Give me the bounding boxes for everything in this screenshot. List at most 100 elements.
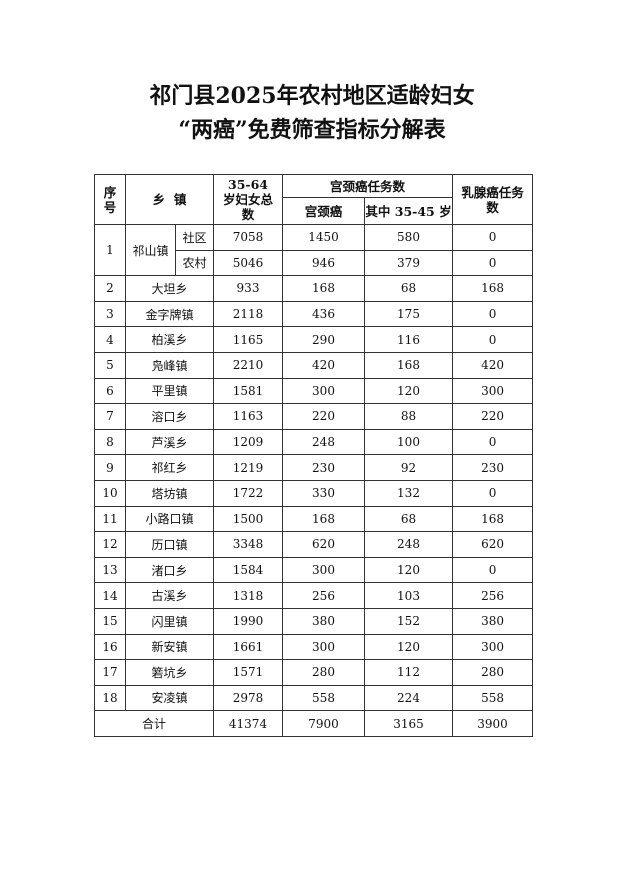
cell-seq: 9 — [94, 454, 126, 481]
cell-cervical: 300 — [282, 377, 365, 405]
table-row: 3 金字牌镇 2118 436 175 0 — [94, 300, 534, 328]
table-row: 16 新安镇 1661 300 120 300 — [94, 633, 534, 661]
cell-total: 1571 — [213, 659, 283, 686]
cell-seq: 5 — [94, 351, 126, 379]
cell-total: 1163 — [213, 403, 283, 430]
table-row: 5 凫峰镇 2210 420 168 420 — [94, 351, 534, 379]
cell-cervical-35-45: 92 — [363, 454, 454, 481]
cell-breast: 280 — [452, 659, 534, 686]
cell-cervical-35-45: 100 — [363, 428, 454, 456]
cell-town: 安凌镇 — [125, 684, 214, 712]
cell-breast: 300 — [452, 633, 534, 661]
cell-seq: 11 — [94, 505, 126, 533]
cell-town: 祁红乡 — [125, 454, 214, 481]
cell-cervical: 1450 — [282, 224, 365, 251]
cell-total-label: 合计 — [94, 710, 214, 737]
cell-seq: 14 — [94, 582, 126, 609]
cell-cervical: 330 — [282, 479, 365, 507]
cell-cervical-35-45: 88 — [363, 403, 454, 430]
cell-town: 芦溪乡 — [125, 428, 214, 456]
table-row: 1 祁山镇 社区 7058 1450 580 0 — [94, 223, 534, 277]
cell-breast: 300 — [452, 377, 534, 405]
cell-cervical-35-45: 103 — [363, 582, 454, 609]
table-row: 6 平里镇 1581 300 120 300 — [94, 377, 534, 405]
cell-seq: 3 — [94, 300, 126, 328]
cell-cervical: 946 — [282, 249, 365, 277]
cell-cervical-35-45: 580 — [363, 224, 454, 251]
cell-total: 2978 — [213, 684, 283, 712]
table-body: 1 祁山镇 社区 7058 1450 580 0 农村 5046 946 379… — [94, 223, 534, 737]
table-row: 2 大坦乡 933 168 68 168 — [94, 275, 534, 302]
cell-breast: 0 — [452, 224, 534, 251]
cell-cervical-35-45: 116 — [363, 326, 454, 353]
cell-total: 5046 — [213, 249, 283, 277]
cell-breast: 620 — [452, 531, 534, 558]
header-cervical-group: 宫颈癌任务数 — [281, 174, 454, 198]
cell-town: 平里镇 — [125, 377, 214, 405]
cell-cervical: 420 — [282, 351, 365, 379]
cell-breast: 380 — [452, 607, 534, 635]
cell-seq: 16 — [94, 633, 126, 661]
table-row: 9 祁红乡 1219 230 92 230 — [94, 454, 534, 481]
cell-seq: 7 — [94, 403, 126, 430]
cell-seq: 1 — [94, 223, 126, 277]
cell-total: 1165 — [213, 326, 283, 353]
table-row: 15 闪里镇 1990 380 152 380 — [94, 607, 534, 635]
table-row: 8 芦溪乡 1209 248 100 0 — [94, 428, 534, 456]
cell-cervical-35-45: 168 — [363, 351, 454, 379]
cell-cervical-35-45: 68 — [363, 275, 454, 302]
table-row: 4 柏溪乡 1165 290 116 0 — [94, 326, 534, 353]
cell-cervical: 230 — [282, 454, 365, 481]
cell-cervical: 280 — [282, 659, 365, 686]
cell-town: 渚口乡 — [125, 556, 214, 584]
cell-seq: 6 — [94, 377, 126, 405]
cell-total: 2118 — [213, 300, 283, 328]
cell-total: 1584 — [213, 556, 283, 584]
cell-town: 凫峰镇 — [125, 351, 214, 379]
cell-total: 1500 — [213, 505, 283, 533]
cell-town: 大坦乡 — [125, 275, 214, 302]
cell-town: 祁山镇 — [125, 223, 176, 277]
cell-cervical-35-45: 132 — [363, 479, 454, 507]
cell-cervical-35-45: 112 — [363, 659, 454, 686]
cell-breast: 558 — [452, 684, 534, 712]
cell-cervical: 620 — [282, 531, 365, 558]
cell-total: 1581 — [213, 377, 283, 405]
cell-town: 柏溪乡 — [125, 326, 214, 353]
cell-total: 1661 — [213, 633, 283, 661]
header-town: 乡 镇 — [125, 174, 214, 225]
cell-cervical: 300 — [282, 556, 365, 584]
cell-seq: 4 — [94, 326, 126, 353]
table-row: 14 古溪乡 1318 256 103 256 — [94, 582, 534, 609]
header-total: 35-64 岁妇女总数 — [213, 174, 283, 225]
cell-total: 3348 — [213, 531, 283, 558]
cell-cervical: 168 — [282, 275, 365, 302]
header-seq: 序号 — [94, 174, 126, 225]
cell-seq: 8 — [94, 428, 126, 456]
cell-cervical: 220 — [282, 403, 365, 430]
cell-seq: 2 — [94, 275, 126, 302]
header-breast: 乳腺癌任务数 — [452, 174, 534, 225]
cell-town: 小路口镇 — [125, 505, 214, 533]
header-cervical-35-45: 其中 35-45 岁 — [363, 197, 454, 225]
allocation-table: 序号 乡 镇 35-64 岁妇女总数 宫颈癌任务数 乳腺癌任务数 宫颈癌 其中 … — [94, 174, 534, 737]
cell-cervical: 256 — [282, 582, 365, 609]
cell-total: 1219 — [213, 454, 283, 481]
cell-cervical: 168 — [282, 505, 365, 533]
cell-total: 2210 — [213, 351, 283, 379]
cell-total: 1209 — [213, 428, 283, 456]
cell-breast: 420 — [452, 351, 534, 379]
header-cervical: 宫颈癌 — [282, 197, 365, 225]
cell-town: 箬坑乡 — [125, 659, 214, 686]
cell-cervical-35-45: 3165 — [363, 710, 454, 737]
cell-breast: 0 — [452, 326, 534, 353]
table-row: 7 溶口乡 1163 220 88 220 — [94, 403, 534, 430]
cell-cervical-35-45: 68 — [363, 505, 454, 533]
cell-cervical: 558 — [282, 684, 365, 712]
document-title-line1: 祁门县2025年农村地区适龄妇女 — [149, 83, 475, 109]
cell-total: 41374 — [213, 710, 283, 737]
cell-town: 历口镇 — [125, 531, 214, 558]
cell-total: 1318 — [213, 582, 283, 609]
cell-cervical-35-45: 379 — [363, 249, 454, 277]
cell-cervical-35-45: 120 — [363, 633, 454, 661]
